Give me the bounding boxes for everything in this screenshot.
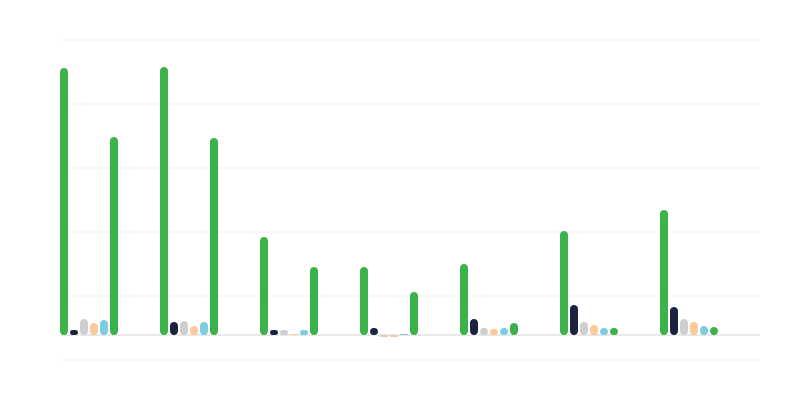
bar (680, 319, 688, 335)
bar (390, 335, 398, 337)
bar (160, 67, 168, 335)
bar (100, 320, 108, 335)
bar (410, 292, 418, 335)
bar (710, 327, 718, 335)
bar (110, 137, 118, 335)
bar (500, 328, 508, 335)
bar (460, 264, 468, 335)
bar (570, 305, 578, 335)
bar (580, 322, 588, 335)
bar (700, 326, 708, 335)
bar (360, 267, 368, 335)
bar (660, 210, 668, 335)
bar (210, 138, 218, 335)
bar (290, 334, 298, 335)
bar (400, 334, 408, 335)
bar (590, 325, 598, 335)
bar (610, 328, 618, 335)
bar (480, 328, 488, 335)
bar (560, 231, 568, 335)
bar (670, 307, 678, 335)
bar (270, 330, 278, 335)
bar (70, 330, 78, 335)
bar (190, 326, 198, 335)
bar (380, 335, 388, 337)
bar (170, 322, 178, 335)
bar (470, 319, 478, 335)
bar (280, 330, 288, 335)
bar (370, 328, 378, 335)
bar (200, 322, 208, 335)
bar (600, 328, 608, 335)
bar (490, 329, 498, 335)
bar (690, 322, 698, 335)
bar (260, 237, 268, 335)
bar (510, 323, 518, 335)
bar (310, 267, 318, 335)
bar (60, 68, 68, 335)
bar (180, 321, 188, 335)
bar (90, 323, 98, 335)
bar (300, 330, 308, 335)
bar (80, 319, 88, 335)
